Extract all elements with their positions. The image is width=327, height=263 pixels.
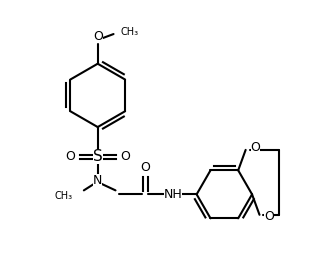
Text: O: O (120, 150, 130, 163)
Text: O: O (250, 141, 261, 154)
Text: O: O (265, 210, 274, 223)
Text: NH: NH (164, 188, 182, 201)
Text: CH₃: CH₃ (120, 27, 139, 37)
Text: S: S (93, 149, 103, 164)
Text: CH₃: CH₃ (55, 191, 73, 201)
Text: O: O (65, 150, 75, 163)
Text: O: O (140, 161, 150, 174)
Text: N: N (93, 174, 102, 187)
Text: O: O (93, 29, 103, 43)
